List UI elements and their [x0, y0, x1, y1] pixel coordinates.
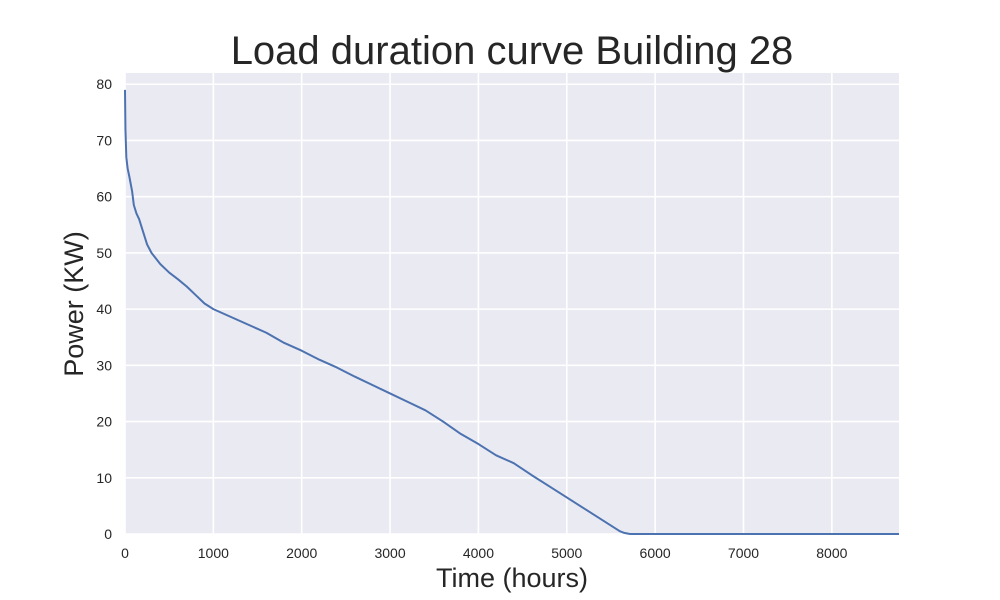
- y-axis-label: Power (KW): [59, 231, 89, 377]
- y-tick-label: 10: [96, 470, 112, 486]
- y-tick-label: 40: [96, 301, 112, 317]
- x-tick-labels: 0 1000 2000 3000 4000 5000 6000 7000 8000: [121, 545, 848, 561]
- y-tick-label: 20: [96, 414, 112, 430]
- x-axis-label: Time (hours): [436, 563, 588, 593]
- x-tick-label: 0: [121, 545, 129, 561]
- x-tick-label: 6000: [640, 545, 671, 561]
- plot-area: [125, 73, 899, 534]
- chart-title: Load duration curve Building 28: [231, 29, 794, 73]
- y-tick-label: 50: [96, 245, 112, 261]
- y-tick-label: 0: [104, 526, 112, 542]
- x-tick-label: 2000: [286, 545, 317, 561]
- y-tick-label: 60: [96, 189, 112, 205]
- series-line-0: [124, 89, 899, 535]
- x-tick-label: 7000: [728, 545, 759, 561]
- y-tick-label: 80: [96, 76, 112, 92]
- x-tick-label: 3000: [374, 545, 405, 561]
- y-tick-label: 30: [96, 357, 112, 373]
- x-tick-label: 4000: [463, 545, 494, 561]
- x-tick-label: 1000: [198, 545, 229, 561]
- x-tick-label: 8000: [816, 545, 847, 561]
- x-tick-label: 5000: [551, 545, 582, 561]
- series-layer: [124, 89, 899, 535]
- y-tick-labels: 0 10 20 30 40 50 60 70 80: [96, 76, 112, 542]
- y-tick-label: 70: [96, 132, 112, 148]
